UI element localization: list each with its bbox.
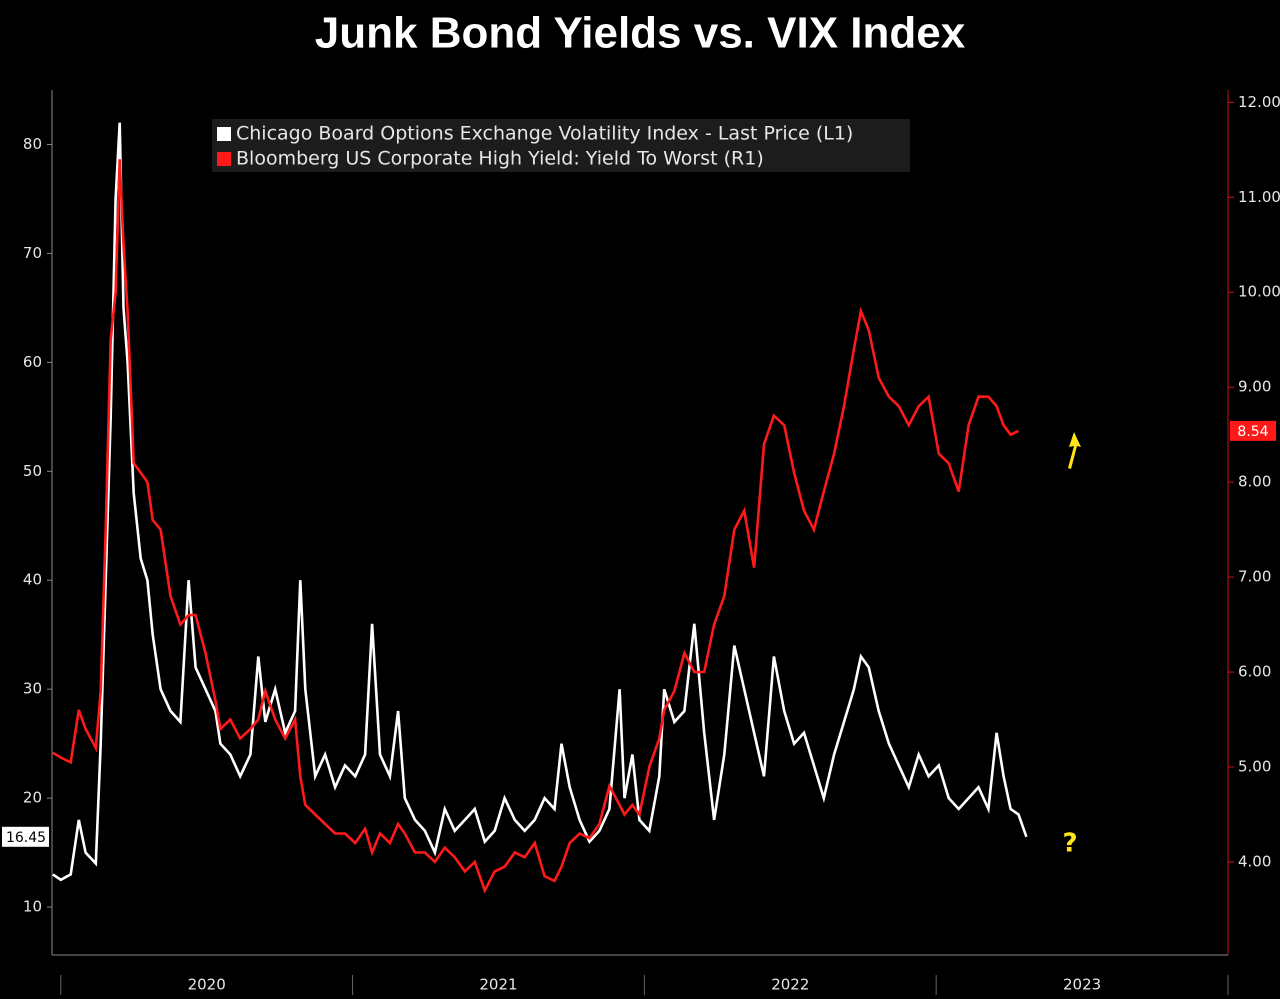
annotation: ? bbox=[1062, 829, 1077, 859]
y2-tick-label: 7.00 bbox=[1238, 568, 1271, 586]
last-value-label: 8.54 bbox=[1237, 424, 1268, 440]
y2-tick-label: 12.00 bbox=[1238, 93, 1280, 111]
legend-label: Chicago Board Options Exchange Volatilit… bbox=[236, 123, 853, 145]
x-tick-label: 2023 bbox=[1063, 976, 1101, 994]
y2-tick-label: 8.00 bbox=[1238, 473, 1271, 491]
y2-tick-label: 5.00 bbox=[1238, 757, 1271, 775]
series-line bbox=[52, 122, 1028, 882]
x-tick-label: 2020 bbox=[188, 976, 226, 994]
y2-tick-label: 4.00 bbox=[1238, 852, 1271, 870]
last-value-label: 16.45 bbox=[6, 830, 46, 846]
y-tick-label: 60 bbox=[23, 353, 42, 371]
legend-swatch bbox=[217, 152, 231, 166]
y2-tick-label: 11.00 bbox=[1238, 188, 1280, 206]
legend-swatch bbox=[217, 127, 231, 141]
x-tick-label: 2021 bbox=[479, 976, 517, 994]
y2-tick-label: 10.00 bbox=[1238, 283, 1280, 301]
chart-title: Junk Bond Yields vs. VIX Index bbox=[315, 9, 966, 58]
y-tick-label: 70 bbox=[23, 244, 42, 262]
y-tick-label: 40 bbox=[23, 571, 42, 589]
y-tick-label: 10 bbox=[23, 898, 42, 916]
x-tick-label: 2022 bbox=[771, 976, 809, 994]
y-tick-label: 50 bbox=[23, 462, 42, 480]
y-tick-label: 20 bbox=[23, 789, 42, 807]
legend-box bbox=[212, 119, 910, 172]
last-value-box bbox=[1230, 420, 1276, 441]
y2-tick-label: 6.00 bbox=[1238, 663, 1271, 681]
last-value-box bbox=[2, 826, 49, 847]
up-arrow bbox=[1068, 432, 1081, 469]
legend-label: Bloomberg US Corporate High Yield: Yield… bbox=[236, 148, 764, 170]
series-line bbox=[52, 159, 1020, 894]
y-tick-label: 30 bbox=[23, 680, 42, 698]
y2-tick-label: 9.00 bbox=[1238, 378, 1271, 396]
y-tick-label: 80 bbox=[23, 135, 42, 153]
